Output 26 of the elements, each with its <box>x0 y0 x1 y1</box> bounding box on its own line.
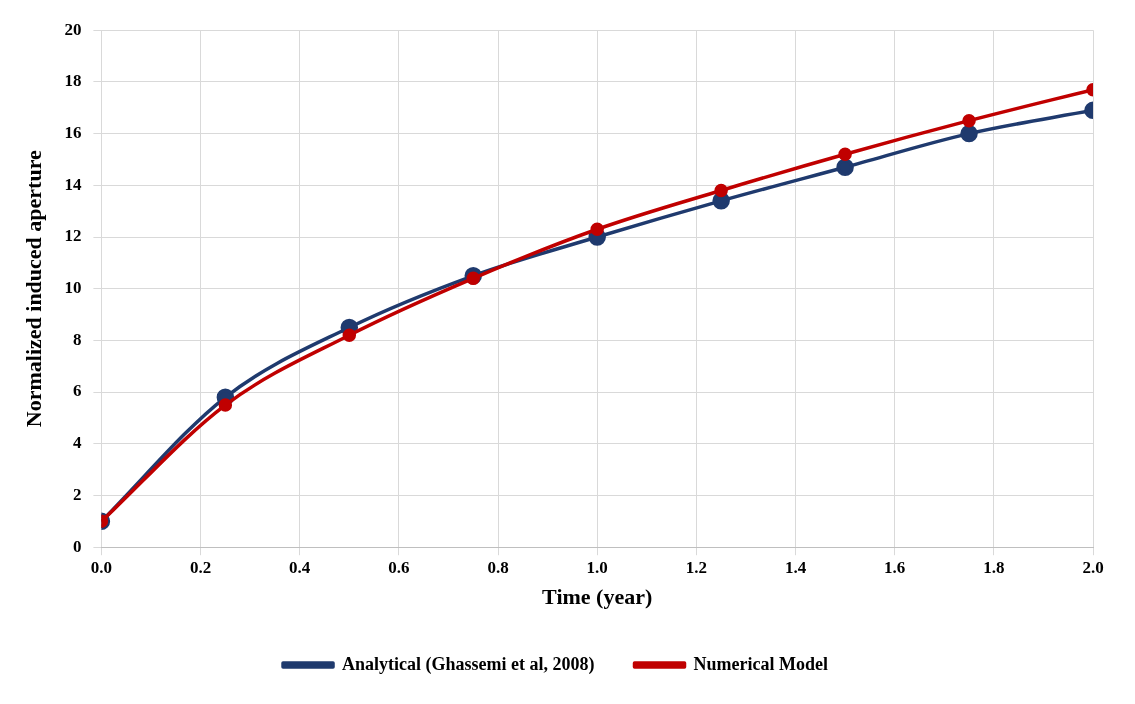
y-tick-label: 18 <box>64 71 82 91</box>
x-tick-label: 0.6 <box>388 557 410 577</box>
x-tick-label: 1.8 <box>983 557 1005 577</box>
y-tick-label: 20 <box>64 19 82 39</box>
y-tick-label: 14 <box>64 174 82 194</box>
x-tick-label: 0.2 <box>189 557 212 577</box>
y-tick-label: 6 <box>72 381 82 401</box>
x-tick-label: 0.0 <box>90 557 113 577</box>
x-tick-label: 2.0 <box>1082 557 1104 577</box>
y-tick-label: 8 <box>72 329 82 349</box>
y-tick-label: 0 <box>72 536 82 556</box>
x-tick-label: 0.4 <box>289 557 311 577</box>
x-tick-label: 0.8 <box>487 557 509 577</box>
y-axis-title: Normalized induced aperture <box>20 149 46 428</box>
x-tick-label: 1.6 <box>884 557 906 577</box>
x-tick-label: 1.2 <box>685 557 707 577</box>
legend-label: Analytical (Ghassemi et al, 2008) <box>342 653 595 675</box>
y-tick-label: 10 <box>64 278 82 298</box>
y-tick-label: 2 <box>72 484 82 504</box>
y-tick-label: 4 <box>72 433 82 453</box>
legend-label: Numerical Model <box>693 653 828 674</box>
y-tick-label: 12 <box>64 226 82 246</box>
x-axis-title: Time (year) <box>542 584 653 610</box>
x-tick-label: 1.0 <box>586 557 608 577</box>
x-tick-label: 1.4 <box>784 557 807 577</box>
y-tick-label: 16 <box>64 122 82 142</box>
